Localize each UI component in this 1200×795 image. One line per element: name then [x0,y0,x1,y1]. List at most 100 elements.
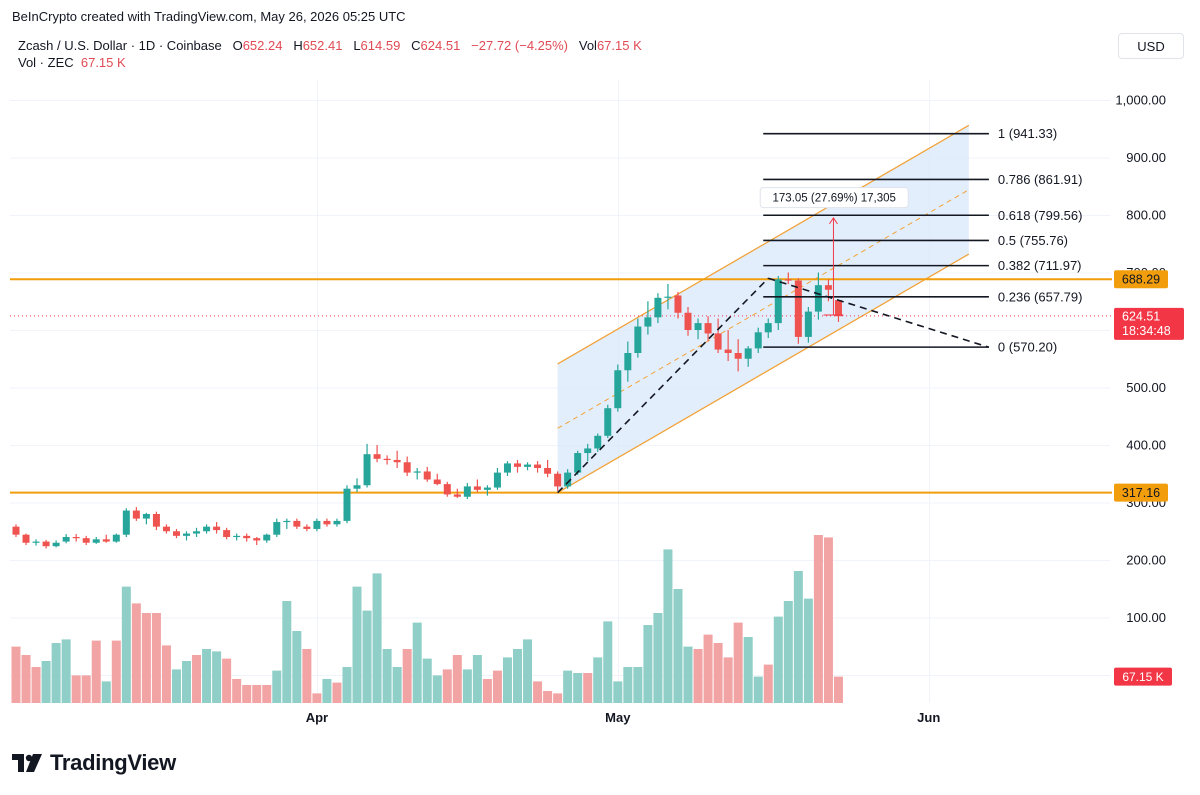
candle-body [393,459,401,463]
volume-bar [192,655,202,703]
volume-bar [412,622,422,703]
high-label: H [293,38,303,53]
volume-bar [101,681,111,703]
volume-bar [543,691,553,703]
y-axis-tick-label: 400.00 [1126,438,1166,453]
tradingview-logo-icon [12,754,42,772]
level-badge [1114,270,1168,289]
volume-bar [212,651,222,703]
candle-body [664,296,672,298]
candle-body [273,522,281,535]
candle-body [554,473,562,487]
candle-body [493,472,501,488]
volume-bar [703,634,713,703]
candle-body [483,487,491,490]
volume-bar [422,658,432,703]
credit-text: BeInCrypto created with TradingView.com,… [12,9,406,24]
candle-body [373,454,381,459]
fib-level-label: 0.618 (799.56) [998,208,1083,223]
countdown-label: 18:34:48 [1122,324,1171,338]
level-badge [1114,483,1168,502]
volume-legend: Vol · ZEC 67.15 K [18,55,126,70]
y-axis-tick-label: 200.00 [1126,553,1166,568]
volume-bar [272,670,282,703]
candle-body [62,537,70,542]
candle-body [152,514,160,527]
volume-bar [182,661,192,703]
ohlc-legend: Zcash / U.S. Dollar · 1D · Coinbase O652… [18,38,642,53]
fib-level-label: 0.5 (755.76) [998,233,1068,248]
vol-label: Vol [578,38,597,53]
volume-bar [262,685,272,703]
volume-bar [553,693,563,703]
candle-body [142,514,150,519]
currency-button[interactable]: USD [1118,33,1184,59]
volume-bar [51,643,61,703]
measure-arrow-head [829,216,838,225]
volume-bar [322,679,332,703]
candle-body [764,323,772,333]
vol-value: 67.15 K [596,38,642,53]
candle-body [734,353,742,359]
volume-bar [121,586,131,703]
volume-bar [813,535,823,703]
volume-bar [773,616,783,703]
volume-bar [302,649,312,703]
volume-bar [292,631,302,703]
volume-bar [81,675,91,703]
vol-line-value: 67.15 K [80,55,126,70]
tradingview-logo[interactable]: TradingView [12,750,176,776]
volume-bar [71,675,81,703]
candle-body [814,285,822,312]
volume-bar [242,685,252,703]
candle-body [423,471,431,480]
vol-line-label: Vol · ZEC [18,55,74,70]
x-axis-tick-label: Apr [306,710,328,725]
volume-bar [673,589,683,703]
volume-bar [613,681,623,703]
current-price-badge [1114,307,1184,340]
candle-body [363,454,371,486]
candle-body [644,317,652,327]
candle-body [213,526,221,531]
candle-body [183,533,191,536]
volume-bar [803,598,813,703]
y-axis-tick-label: 900.00 [1126,150,1166,165]
volume-bar [61,639,71,703]
candle-body [514,463,521,467]
candle-body [233,535,241,538]
volume-bar [593,657,603,703]
candle-body [22,534,30,543]
volume-bar [723,657,733,703]
volume-bar [653,613,663,703]
volume-bar [502,657,512,703]
candle-body [12,526,20,535]
volume-bar [372,573,382,703]
level-badge-label: 688.29 [1122,273,1160,287]
y-axis-tick-label: 100.00 [1126,610,1166,625]
volume-bar [362,610,372,703]
candle-body [584,448,592,454]
volume-bar [462,669,472,703]
volume-bar [442,669,452,703]
volume-bar [573,673,583,703]
volume-bar [833,676,843,703]
trend-line [557,277,769,494]
volume-bar [583,673,593,703]
volume-bar [352,586,362,703]
candle-body [754,332,762,349]
candle-body [453,494,461,497]
channel-upper-line [557,124,970,365]
candle-body [383,458,391,460]
candle-body [503,463,511,473]
volume-bar [392,667,402,703]
volume-bar [513,649,522,703]
candle-body [463,486,471,497]
volume-bar [643,625,653,703]
high-value: 652.41 [302,38,343,53]
candle-body [72,537,80,539]
volume-bar [492,670,502,703]
volume-bar [452,655,462,703]
low-value: 614.59 [360,38,401,53]
